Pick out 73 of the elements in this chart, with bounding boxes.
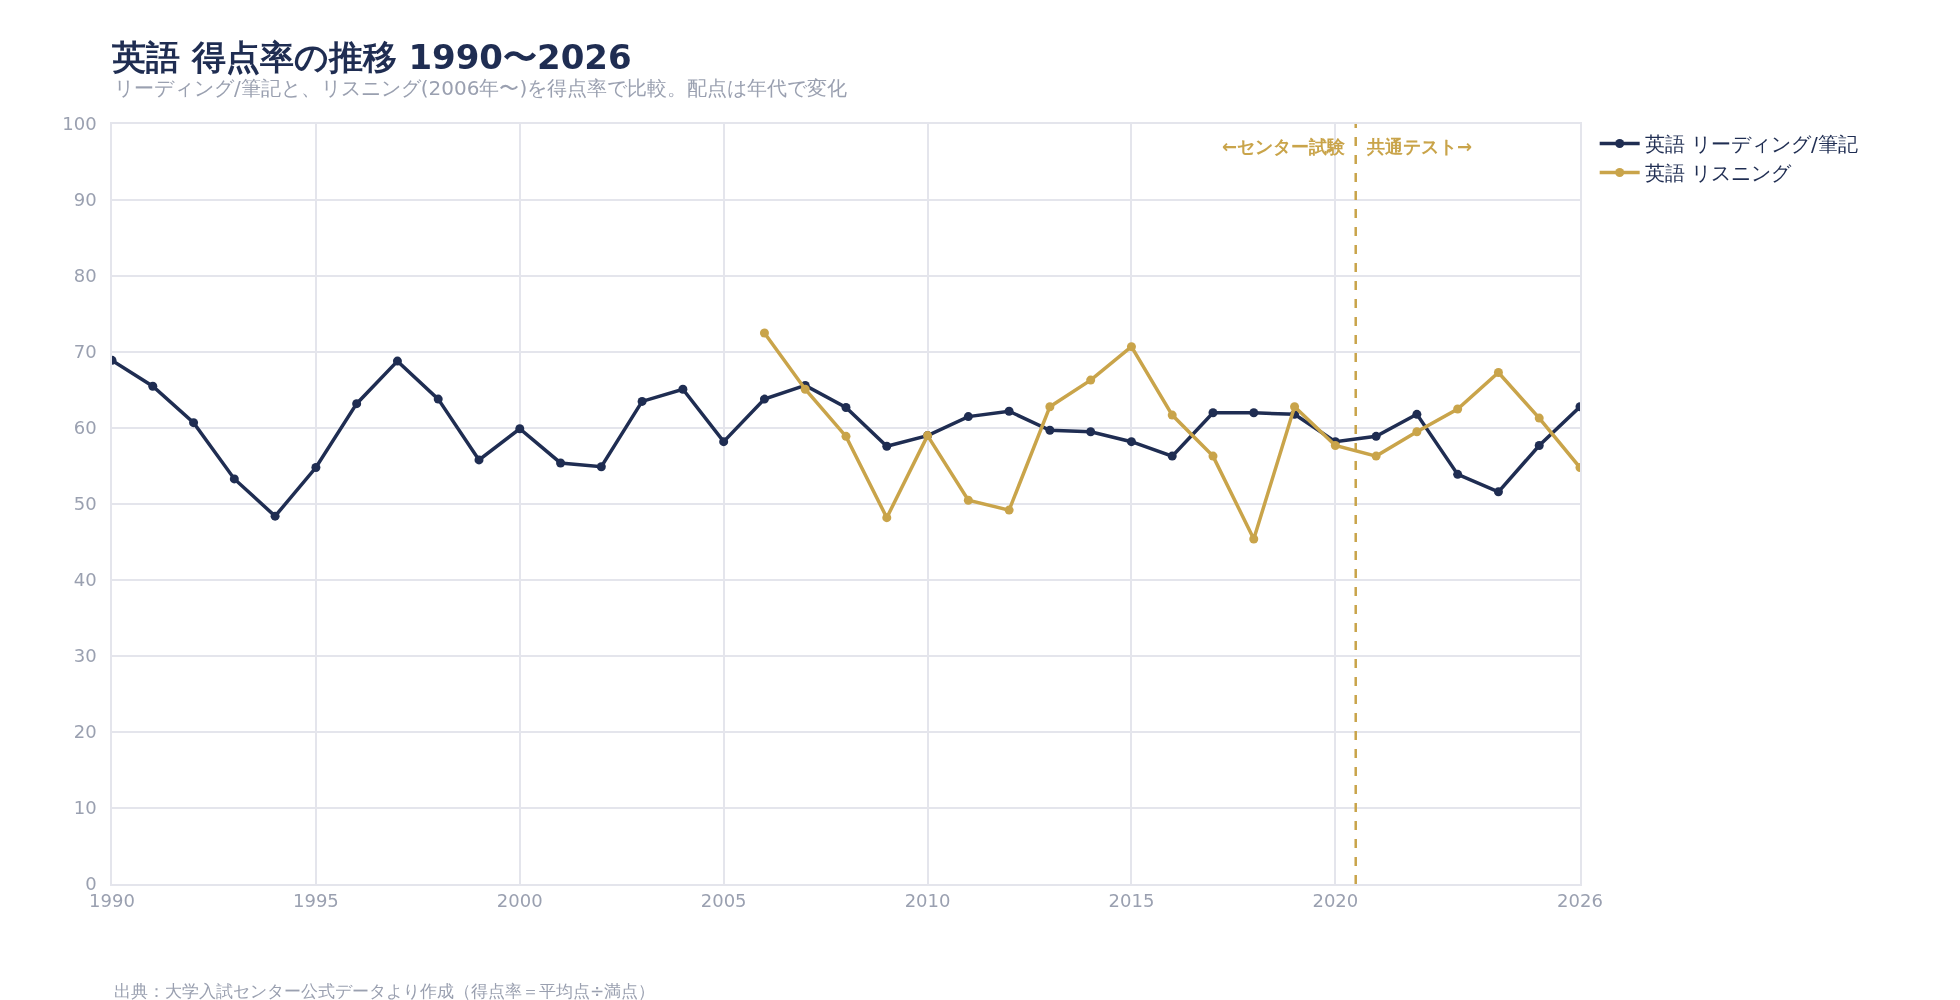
point — [1453, 469, 1463, 479]
chart-title: 英語 得点率の推移 1990〜2026 — [110, 36, 632, 77]
point — [311, 463, 321, 473]
point — [678, 384, 688, 394]
point — [882, 441, 892, 451]
point — [759, 394, 769, 404]
point — [1045, 425, 1055, 435]
point — [841, 431, 851, 441]
point — [1208, 451, 1218, 461]
point — [1126, 342, 1136, 352]
point — [1167, 451, 1177, 461]
point — [800, 384, 810, 394]
point — [392, 356, 402, 366]
y-tick-label: 20 — [73, 721, 97, 743]
point — [1453, 404, 1463, 414]
point — [1371, 431, 1381, 441]
point — [1534, 413, 1544, 423]
y-tick-label: 70 — [73, 341, 97, 363]
point — [1045, 402, 1055, 412]
point — [270, 511, 280, 521]
y-tick-label: 10 — [73, 797, 97, 819]
x-tick-label: 2010 — [904, 890, 951, 912]
y-tick-label: 90 — [73, 189, 97, 211]
point — [474, 455, 484, 465]
legend-label: 英語 リスニング — [1644, 161, 1793, 186]
point — [596, 462, 606, 472]
x-tick-label: 1995 — [292, 890, 339, 912]
point — [963, 495, 973, 505]
point — [1371, 451, 1381, 461]
point — [841, 402, 851, 412]
point — [1412, 427, 1422, 437]
x-tick-label: 2015 — [1108, 890, 1155, 912]
point — [189, 418, 199, 428]
y-tick-label: 60 — [73, 417, 97, 439]
point — [352, 399, 362, 409]
legend-label: 英語 リーディング/筆記 — [1644, 132, 1858, 157]
point — [1290, 402, 1300, 412]
point — [759, 328, 769, 338]
y-tick-label: 100 — [62, 113, 97, 135]
annotation: 共通テスト→ — [1366, 136, 1473, 157]
point — [719, 437, 729, 447]
x-tick-label: 2005 — [700, 890, 747, 912]
point — [1493, 487, 1503, 497]
x-tick-label: 2000 — [496, 890, 543, 912]
point — [1004, 505, 1014, 515]
point — [1412, 409, 1422, 419]
point — [1167, 410, 1177, 420]
y-tick-label: 80 — [73, 265, 97, 287]
y-tick-label: 30 — [73, 645, 97, 667]
point — [637, 396, 647, 406]
x-tick-label: 2026 — [1557, 890, 1603, 912]
point — [515, 424, 525, 434]
point — [1086, 375, 1096, 385]
point — [1126, 437, 1136, 447]
point — [229, 474, 239, 484]
point — [433, 394, 443, 404]
point — [963, 412, 973, 422]
point — [556, 458, 566, 468]
y-tick-label: 40 — [73, 569, 97, 591]
source-note: 出典：大学入試センター公式データより作成（得点率＝平均点÷満点） — [114, 981, 656, 1000]
point — [882, 513, 892, 523]
point — [1208, 408, 1218, 418]
point — [1249, 408, 1259, 418]
chart-subtitle: リーディング/筆記と、リスニング(2006年〜)を得点率で比較。配点は年代で変化 — [114, 76, 848, 100]
point — [148, 381, 158, 391]
y-tick-label: 50 — [73, 493, 97, 515]
point — [1004, 406, 1014, 416]
point — [1534, 440, 1544, 450]
point — [1493, 368, 1503, 378]
point — [1249, 534, 1259, 544]
x-tick-label: 2020 — [1312, 890, 1359, 912]
annotation: ←センター試験 — [1222, 136, 1347, 157]
point — [1086, 427, 1096, 437]
